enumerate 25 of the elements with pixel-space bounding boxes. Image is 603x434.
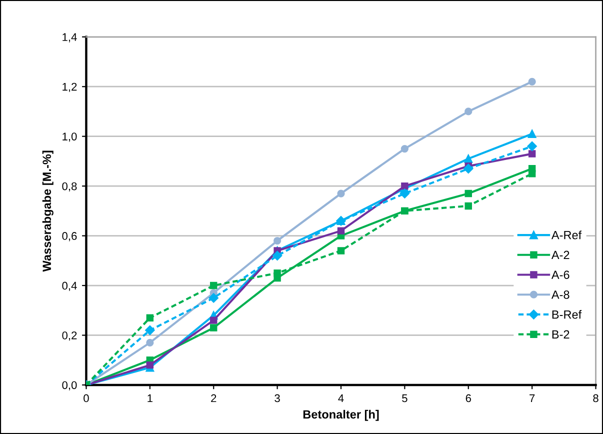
x-tick-label: 5 — [402, 394, 408, 402]
x-tick-label: 1 — [148, 394, 152, 402]
y-tick-label: 0,4 — [62, 282, 77, 291]
legend-label: A-8 — [551, 290, 570, 299]
y-tick-label: 0,6 — [62, 232, 77, 242]
x-tick-label: 8 — [593, 394, 598, 402]
legend-label: A-Ref — [551, 230, 582, 240]
x-tick-label: 6 — [466, 394, 471, 402]
y-tick-label: 1,2 — [62, 82, 77, 92]
y-axis-title: Wasserabgabe [M.-%] — [42, 150, 54, 272]
legend-label: A-6 — [551, 270, 570, 279]
y-tick-label: 0,8 — [62, 182, 77, 192]
x-tick-label: 2 — [211, 394, 216, 402]
x-tick-label: 3 — [274, 394, 280, 402]
y-tick-label: 1,4 — [62, 33, 77, 42]
legend-label: A-2 — [551, 250, 570, 260]
x-tick-label: 0 — [84, 394, 89, 402]
y-tick-label: 1,0 — [62, 132, 77, 142]
y-tick-label: 0,0 — [62, 381, 77, 390]
y-tick-label: 0,2 — [62, 332, 77, 341]
x-tick-label: 7 — [530, 394, 535, 402]
legend-label: B-Ref — [552, 310, 582, 319]
x-tick-label: 4 — [338, 394, 344, 402]
x-axis-title: Betonalter [h] — [303, 410, 379, 421]
legend-label: B-2 — [552, 330, 570, 338]
